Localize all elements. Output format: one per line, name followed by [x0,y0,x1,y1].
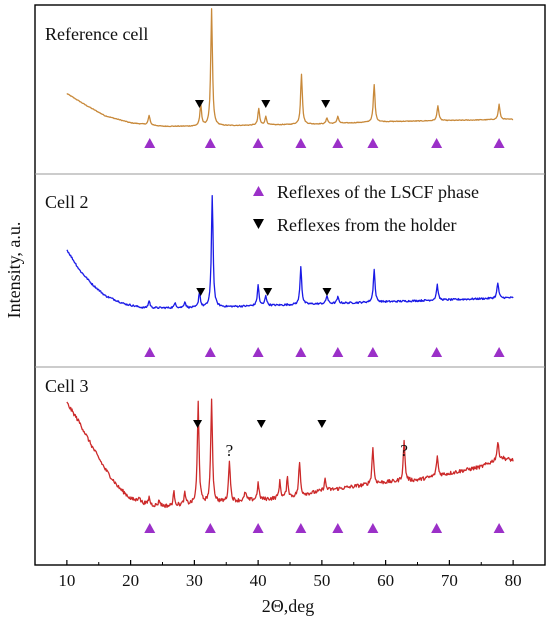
holder-reflex-marker [196,288,206,296]
legend-holder-triangle-icon [253,219,264,229]
lsef-reflex-marker [204,138,216,148]
reflex-markers: ?? [144,100,505,533]
holder-reflex-marker [317,420,327,428]
lsef-reflex-marker [493,138,505,148]
y-axis-title: Intensity, a.u. [4,222,24,319]
x-tick-label: 30 [186,571,203,590]
lsef-reflex-marker [144,523,156,533]
lsef-reflex-marker [295,347,307,357]
lsef-reflex-marker [367,523,379,533]
lsef-reflex-marker [295,523,307,533]
lsef-reflex-marker [332,138,344,148]
holder-reflex-marker [321,100,331,108]
legend-lsef-triangle-icon [253,186,264,196]
holder-reflex-marker [193,420,203,428]
lsef-reflex-marker [295,138,307,148]
x-tick-label: 50 [313,571,330,590]
series-line-panel-2 [66,194,514,310]
lsef-reflex-marker [367,347,379,357]
x-axis-title: 2Θ,deg [262,596,315,616]
lsef-reflex-marker [431,523,443,533]
lsef-reflex-marker [367,138,379,148]
plot-frame [34,4,546,566]
series-line-panel-3 [66,398,514,509]
panel-borders [34,4,546,566]
lsef-reflex-marker [431,347,443,357]
series-line-panel-1 [66,8,514,128]
lsef-reflex-marker [252,523,264,533]
holder-reflex-marker [261,100,271,108]
x-tick-label: 60 [377,571,394,590]
lsef-reflex-marker [431,138,443,148]
traces [66,8,514,509]
lsef-reflex-marker [144,347,156,357]
lsef-reflex-marker [252,138,264,148]
panel-labels: Reference cell Cell 2 Cell 3 [45,24,148,396]
lsef-reflex-marker [332,523,344,533]
lsef-reflex-marker [204,347,216,357]
x-axis: 10 20 30 40 50 60 70 80 [58,560,522,590]
unknown-peak-annotation: ? [226,441,234,460]
x-tick-label: 80 [505,571,522,590]
holder-reflex-marker [322,288,332,296]
panel-label-reference: Reference cell [45,24,148,44]
x-tick-label: 20 [122,571,139,590]
lsef-reflex-marker [493,347,505,357]
x-tick-label: 10 [58,571,75,590]
panel-label-cell3: Cell 3 [45,376,89,396]
lsef-reflex-marker [204,523,216,533]
holder-reflex-marker [256,420,266,428]
x-tick-label: 70 [441,571,458,590]
lsef-reflex-marker [332,347,344,357]
lsef-reflex-marker [144,138,156,148]
legend-label-holder: Reflexes from the holder [277,215,456,235]
unknown-peak-annotation: ? [400,441,408,460]
legend-label-lsef: Reflexes of the LSCF phase [277,182,479,202]
x-tick-label: 40 [250,571,267,590]
legend: Reflexes of the LSCF phase Reflexes from… [253,182,479,235]
holder-reflex-marker [263,288,273,296]
holder-reflex-marker [194,100,204,108]
lsef-reflex-marker [493,523,505,533]
lsef-reflex-marker [252,347,264,357]
panel-label-cell2: Cell 2 [45,192,89,212]
